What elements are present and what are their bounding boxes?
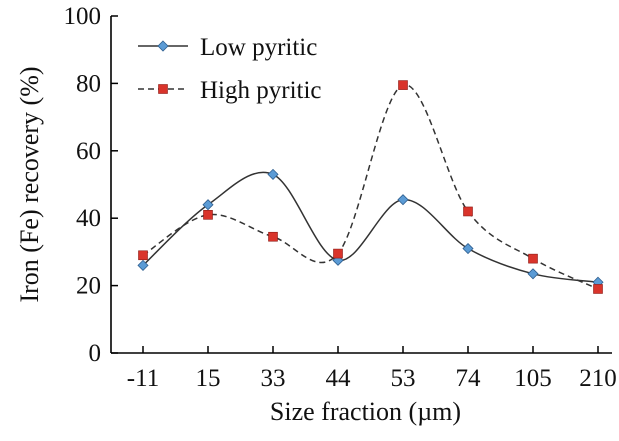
series-line <box>142 171 599 283</box>
data-point <box>463 206 473 217</box>
series-high-pyritic <box>138 80 603 294</box>
legend-marker <box>157 40 169 52</box>
x-tick-label: 105 <box>514 365 552 392</box>
x-tick-label: 53 <box>391 365 416 392</box>
data-point <box>593 284 603 294</box>
data-point <box>203 210 213 220</box>
y-axis-label: Iron (Fe) recovery (%) <box>15 66 44 302</box>
data-point <box>528 253 538 264</box>
axes: 0 20 40 60 80 100 -11 15 33 44 53 74 105 210 <box>64 3 617 392</box>
series-line <box>142 84 599 290</box>
legend-item: Low pyritic <box>138 34 317 61</box>
y-tick-label: 0 <box>89 340 102 367</box>
series-low-pyritic <box>137 168 604 288</box>
legend-marker <box>158 84 168 94</box>
x-tick-label: -11 <box>127 365 159 392</box>
y-tick-label: 40 <box>76 205 101 232</box>
x-tick-label: 44 <box>326 365 352 392</box>
y-tick-label: 80 <box>76 70 101 97</box>
x-tick-label: 33 <box>261 365 286 392</box>
legend-label: High pyritic <box>200 77 322 104</box>
y-tick-label: 100 <box>64 3 102 30</box>
data-point <box>138 250 148 261</box>
series-layer <box>137 80 604 294</box>
x-tick-label: 210 <box>579 365 617 392</box>
data-point <box>137 259 149 271</box>
data-point <box>527 268 539 280</box>
data-point <box>268 231 278 242</box>
y-tick-label: 60 <box>76 138 101 165</box>
y-tick-label: 20 <box>76 273 101 300</box>
legend: Low pyritic High pyritic <box>138 34 322 104</box>
data-point <box>333 248 343 259</box>
data-point <box>397 194 409 206</box>
legend-item: High pyritic <box>138 77 322 104</box>
x-axis-label: Size fraction (µm) <box>270 397 461 426</box>
legend-label: Low pyritic <box>200 34 317 61</box>
data-point <box>267 168 279 180</box>
data-point <box>398 80 408 90</box>
data-point <box>202 199 214 211</box>
x-tick-label: 15 <box>196 365 221 392</box>
x-tick-label: 74 <box>456 365 482 392</box>
data-point <box>462 242 474 255</box>
